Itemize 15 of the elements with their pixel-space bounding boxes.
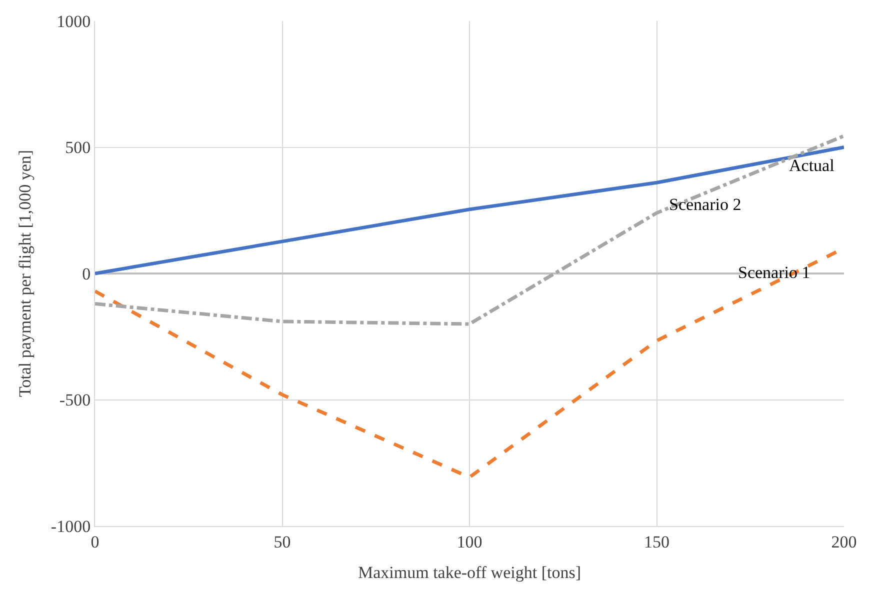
line-series — [95, 134, 844, 326]
y-tick-label: 500 — [65, 138, 91, 158]
x-axis-title: Maximum take-off weight [tons] — [358, 562, 582, 582]
x-tick-label: 200 — [831, 532, 857, 552]
y-axis-title: Total payment per flight [1,000 yen] — [15, 150, 34, 398]
y-tick-label: 0 — [82, 264, 91, 284]
x-tick-label: 50 — [274, 532, 291, 552]
x-tick-label: 100 — [456, 532, 482, 552]
y-tick-label: 1000 — [56, 12, 91, 31]
y-tick-label: -500 — [59, 390, 91, 410]
series-label: Actual — [789, 156, 835, 175]
x-tick-label: 150 — [644, 532, 670, 552]
series-label: Scenario 2 — [669, 195, 742, 214]
series-label: Scenario 1 — [738, 263, 810, 282]
y-tick-label: -1000 — [50, 516, 91, 536]
